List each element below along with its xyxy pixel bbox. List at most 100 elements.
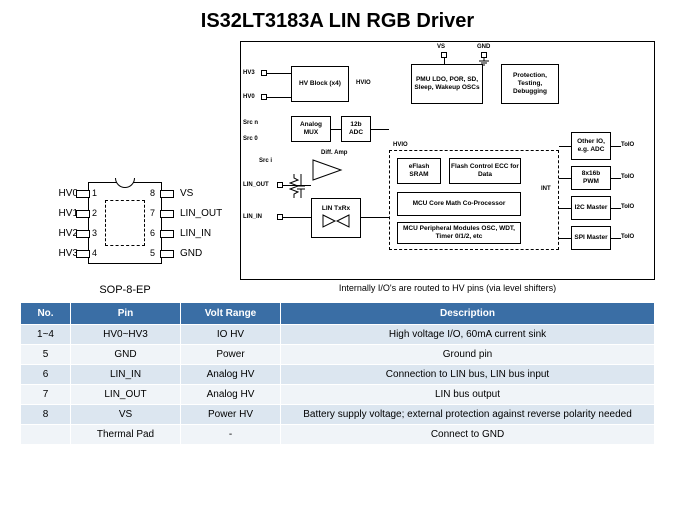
table-cell: Power HV (181, 405, 281, 425)
table-cell: IO HV (181, 325, 281, 345)
pin-lead (76, 250, 90, 258)
bd-toio: ToIO (621, 174, 634, 180)
diffamp-icon (311, 158, 347, 182)
table-cell: Connect to GND (281, 425, 655, 445)
bd-toio: ToIO (621, 204, 634, 210)
pin-label: LIN_IN (180, 228, 230, 239)
table-cell: Analog HV (181, 365, 281, 385)
rc-icon (289, 172, 309, 212)
table-row: 5GNDPowerGround pin (21, 345, 655, 365)
bd-pin-src0: Src 0 (243, 136, 258, 142)
pin-number: 7 (150, 208, 155, 218)
pin-label: VS (180, 188, 230, 199)
th-no: No. (21, 303, 71, 325)
bd-otherio-block: Other IO, e.g. ADC (571, 132, 611, 160)
table-cell: - (181, 425, 281, 445)
table-header-row: No. Pin Volt Range Description (21, 303, 655, 325)
bd-pin-gnd: GND (477, 44, 490, 50)
bd-pmu-block: PMU LDO, POR, SD, Sleep, Wakeup OSCs (411, 64, 483, 104)
bd-label-hvio2: HVIO (393, 142, 408, 148)
pin-label: HV3 (38, 248, 78, 259)
bd-pwm-block: 8x16b PWM (571, 166, 611, 190)
bd-pin-linout: LIN_OUT (243, 182, 269, 188)
block-diagram-section: VS GND HV3 HV0 Src n Src 0 Src i LIN_OUT… (240, 41, 655, 296)
table-cell (21, 425, 71, 445)
pin-label: HV1 (38, 208, 78, 219)
pin-lead (160, 210, 174, 218)
th-pin: Pin (71, 303, 181, 325)
bd-amux-block: Analog MUX (291, 116, 331, 142)
bd-label-hvio: HVIO (356, 80, 371, 86)
bd-lin-block: LIN TxRx (311, 198, 361, 238)
block-diagram: VS GND HV3 HV0 Src n Src 0 Src i LIN_OUT… (240, 41, 655, 280)
pin-label: LIN_OUT (180, 208, 230, 219)
table-row: 6LIN_INAnalog HVConnection to LIN bus, L… (21, 365, 655, 385)
pin-lead (160, 190, 174, 198)
chip-exposed-pad (105, 200, 145, 246)
table-cell: HV0~HV3 (71, 325, 181, 345)
bd-adc-block: 12b ADC (341, 116, 371, 142)
bd-periph-block: MCU Peripheral Modules OSC, WDT, Timer 0… (397, 222, 521, 244)
bd-pin-hv3: HV3 (243, 70, 255, 76)
table-cell: Power (181, 345, 281, 365)
chip-package-label: SOP-8-EP (99, 284, 150, 296)
bd-pin-srcn: Src n (243, 120, 258, 126)
table-cell: Analog HV (181, 385, 281, 405)
th-desc: Description (281, 303, 655, 325)
table-cell: 7 (21, 385, 71, 405)
pin-label: HV0 (38, 188, 78, 199)
table-row: 8VSPower HVBattery supply voltage; exter… (21, 405, 655, 425)
diagram-note: Internally I/O's are routed to HV pins (… (240, 280, 655, 296)
table-row: 1~4HV0~HV3IO HVHigh voltage I/O, 60mA cu… (21, 325, 655, 345)
table-cell: High voltage I/O, 60mA current sink (281, 325, 655, 345)
table-cell: Connection to LIN bus, LIN bus input (281, 365, 655, 385)
table-row: Thermal Pad-Connect to GND (21, 425, 655, 445)
table-cell: 5 (21, 345, 71, 365)
bd-lin-label: LIN TxRx (322, 205, 350, 213)
bd-spi-block: SPI Master (571, 226, 611, 250)
pin-lead (76, 230, 90, 238)
pin-number: 4 (92, 248, 97, 258)
pin-number: 5 (150, 248, 155, 258)
chip-diagram: HV0 1 HV1 2 HV2 3 HV3 4 8 VS 7 LIN_OUT 6… (20, 172, 230, 282)
table-cell: 8 (21, 405, 71, 425)
pin-number: 2 (92, 208, 97, 218)
table-cell: LIN_OUT (71, 385, 181, 405)
pin-number: 6 (150, 228, 155, 238)
table-cell: 1~4 (21, 325, 71, 345)
pin-lead (160, 230, 174, 238)
bd-pin-linin: LIN_IN (243, 214, 262, 220)
bd-pin-hv0: HV0 (243, 94, 255, 100)
table-cell: GND (71, 345, 181, 365)
chip-pinout-section: HV0 1 HV1 2 HV2 3 HV3 4 8 VS 7 LIN_OUT 6… (20, 41, 230, 296)
pin-lead (76, 210, 90, 218)
table-cell: 6 (21, 365, 71, 385)
table-cell: LIN_IN (71, 365, 181, 385)
bd-mcu-block: MCU Core Math Co-Processor (397, 192, 521, 216)
table-cell: VS (71, 405, 181, 425)
pin-label: HV2 (38, 228, 78, 239)
main-content: HV0 1 HV1 2 HV2 3 HV3 4 8 VS 7 LIN_OUT 6… (0, 41, 675, 296)
bd-pin-vs: VS (437, 44, 445, 50)
pin-number: 1 (92, 188, 97, 198)
bd-pin-srci: Src i (259, 158, 272, 164)
table-cell: Battery supply voltage; external protect… (281, 405, 655, 425)
pin-lead (160, 250, 174, 258)
table-cell: Ground pin (281, 345, 655, 365)
bd-hv-block: HV Block (x4) (291, 66, 349, 102)
table-cell: LIN bus output (281, 385, 655, 405)
pin-lead (76, 190, 90, 198)
pin-number: 3 (92, 228, 97, 238)
th-volt: Volt Range (181, 303, 281, 325)
txrx-icon (321, 213, 351, 231)
bd-toio: ToIO (621, 234, 634, 240)
pin-label: GND (180, 248, 230, 259)
table-cell: Thermal Pad (71, 425, 181, 445)
table-row: 7LIN_OUTAnalog HVLIN bus output (21, 385, 655, 405)
bd-eflash-block: eFlash SRAM (397, 158, 441, 184)
bd-i2c-block: I2C Master (571, 196, 611, 220)
page-title: IS32LT3183A LIN RGB Driver (0, 0, 675, 41)
bd-int-label: INT (541, 186, 551, 192)
bd-protection-block: Protection, Testing, Debugging (501, 64, 559, 104)
pin-table: No. Pin Volt Range Description 1~4HV0~HV… (20, 302, 655, 445)
